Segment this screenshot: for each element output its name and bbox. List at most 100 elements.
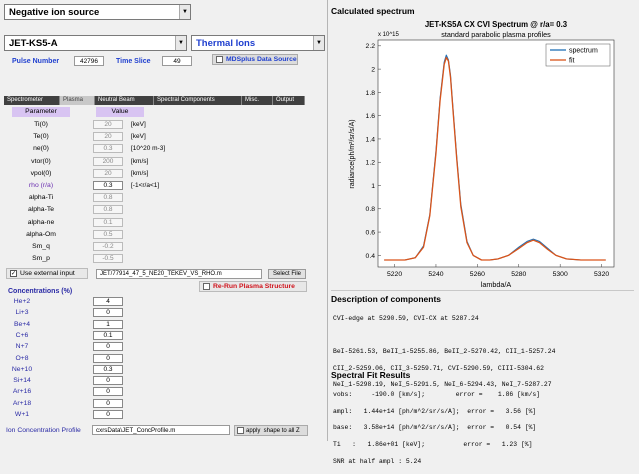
fit-line: SNR at half ampl : 5.24	[333, 457, 422, 465]
concentration-field[interactable]: 1	[93, 319, 123, 329]
external-file-field[interactable]: JET/77914_47_5_NE20_TEKEV_VS_RHO.m	[96, 269, 262, 279]
x-tick-label: 5240	[428, 271, 443, 278]
rerun-plasma-button[interactable]: Re-Run Plasma Structure	[199, 281, 307, 292]
ion-label: W+1	[14, 411, 30, 418]
tab-spectrometer[interactable]: Spectrometer	[4, 96, 60, 105]
fit-results-title: Spectral Fit Results	[331, 370, 411, 380]
profile-file-field[interactable]: cxrsData\JET_ConcProfile.m	[92, 425, 230, 435]
axis-ticks: 5220 5240 5260 5280 5300 5320 0.4 0.6 0.8 1 1.2 1.4…	[366, 43, 610, 278]
desc-line: NeI_1-5298.19, NeI_5-5291.5, NeI_6-5294.…	[333, 381, 552, 389]
ion-label: Si+14	[13, 377, 31, 385]
rerun-label: Re-Run Plasma Structure	[213, 283, 295, 290]
param-label: rho (r/a)	[28, 182, 54, 189]
concentration-field[interactable]: 0	[93, 353, 123, 363]
concentration-field[interactable]: 0	[93, 308, 123, 318]
ion-label: Ar+18	[12, 399, 32, 407]
param-value-field[interactable]: 0.8	[93, 205, 123, 215]
concentration-field[interactable]: 0	[93, 398, 123, 408]
select-file-button[interactable]: Select File	[268, 269, 306, 279]
param-label: vtor(0)	[31, 157, 51, 165]
pulse-number-label: Pulse Number	[12, 58, 60, 65]
desc-line: CVI-edge at 5290.59, CVI-CX at 5287.24	[333, 315, 479, 323]
concentration-field[interactable]: 4	[93, 297, 123, 306]
param-unit: [keV]	[131, 133, 146, 141]
param-unit: [10^20 m-3]	[131, 145, 166, 153]
mode-select[interactable]: Negative ion source ▼	[4, 4, 191, 20]
series-lines	[384, 54, 606, 261]
y-tick-label: 0.8	[366, 206, 376, 213]
machine-select[interactable]: JET-KS5-A ▼	[4, 35, 187, 51]
machine-select-value: JET-KS5-A	[9, 37, 58, 49]
legend-label-spectrum: spectrum	[569, 48, 598, 55]
param-label: vpol(0)	[30, 169, 52, 177]
y-tick-label: 1.4	[366, 136, 376, 143]
param-value-field[interactable]: 20	[93, 132, 123, 142]
param-label: alpha-Te	[27, 206, 55, 214]
concentration-field[interactable]: 0	[93, 387, 123, 397]
x-tick-label: 5300	[553, 271, 568, 278]
use-external-label: Use external input	[20, 270, 75, 277]
checkbox-icon	[237, 427, 244, 434]
time-slice-label: Time Slice	[116, 58, 151, 65]
param-value-field[interactable]: -0.5	[93, 254, 123, 264]
use-external-input[interactable]: ✓ Use external input	[6, 268, 88, 279]
y-tick-label: 1	[371, 183, 375, 190]
y-axis-label: radiance(ph/m²/sr/s/A)	[349, 119, 356, 188]
time-slice-input[interactable]: 49	[162, 56, 192, 66]
ion-select[interactable]: Thermal Ions ▼	[191, 35, 325, 51]
concentration-field[interactable]: 0.3	[93, 364, 123, 374]
param-value-field[interactable]: 200	[93, 156, 123, 166]
concentration-field[interactable]: 0	[93, 376, 123, 386]
param-value-field[interactable]: 0.5	[93, 229, 123, 239]
checkbox-icon	[216, 56, 223, 63]
chevron-down-icon: ▼	[175, 36, 186, 50]
x-axis-label: lambda/A	[481, 280, 512, 289]
concentration-field[interactable]: 0.1	[93, 330, 123, 340]
ion-label: Ne+10	[11, 365, 33, 373]
calculated-spectrum-title: Calculated spectrum	[331, 6, 415, 16]
mode-select-value: Negative ion source	[9, 6, 100, 18]
param-value-field[interactable]: 20	[93, 120, 123, 129]
x-tick-label: 5220	[387, 271, 402, 278]
ion-label: N+7	[15, 343, 29, 351]
param-unit: [-1<r/a<1]	[131, 182, 160, 189]
mdsplus-checkbox[interactable]: MDSplus Data Source	[212, 54, 298, 65]
ion-label: Li+3	[15, 309, 29, 317]
checkbox-icon	[203, 283, 210, 290]
param-value-field[interactable]: 0.8	[93, 193, 123, 203]
x-tick-label: 5260	[470, 271, 485, 278]
concentration-field[interactable]: 0	[93, 410, 123, 419]
param-value-field[interactable]: 20	[93, 168, 123, 178]
y-tick-label: 0.4	[366, 253, 376, 260]
profile-label: Ion Concentration Profile	[6, 427, 81, 434]
ion-label: O+8	[15, 354, 29, 362]
tab-output[interactable]: Output	[273, 96, 305, 105]
apply-shape-checkbox[interactable]: apply shape to all Z	[234, 425, 308, 436]
chevron-down-icon: ▼	[313, 36, 324, 50]
ion-select-value: Thermal Ions	[196, 37, 256, 49]
param-value-field[interactable]: 0.3	[93, 181, 123, 190]
tab-misc[interactable]: Misc.	[242, 96, 273, 105]
fit-line: ampl: 1.44e+14 [ph/m^2/sr/s/A]; error = …	[333, 407, 537, 415]
tab-spectral-components[interactable]: Spectral Components	[154, 96, 242, 105]
param-label: alpha-Ti	[28, 194, 54, 202]
tab-plasma[interactable]: Plasma	[60, 96, 95, 105]
series-line-fit	[384, 56, 606, 261]
y-tick-label: 2.2	[366, 43, 376, 50]
concentrations-title: Concentrations (%)	[8, 288, 73, 295]
x-tick-label: 5280	[511, 271, 526, 278]
value-header: Value	[96, 107, 144, 117]
tab-neutral-beam[interactable]: Neutral Beam	[95, 96, 154, 105]
parameter-header: Parameter	[12, 107, 70, 117]
chart-subtitle: standard parabolic plasma profiles	[441, 30, 551, 39]
param-value-field[interactable]: 0.1	[93, 217, 123, 227]
concentration-field[interactable]: 0	[93, 342, 123, 352]
pulse-number-input[interactable]: 42796	[74, 56, 104, 66]
param-label: Ti(0)	[34, 121, 48, 128]
y-exponent: x 10^15	[378, 32, 399, 38]
param-value-field[interactable]: 0.3	[93, 144, 123, 154]
y-tick-label: 0.6	[366, 229, 376, 236]
param-value-field[interactable]: -0.2	[93, 242, 123, 251]
description-title: Description of components	[331, 294, 442, 304]
fit-line: Ti : 1.86e+01 [keV]; error = 1.23 [%]	[333, 441, 533, 449]
